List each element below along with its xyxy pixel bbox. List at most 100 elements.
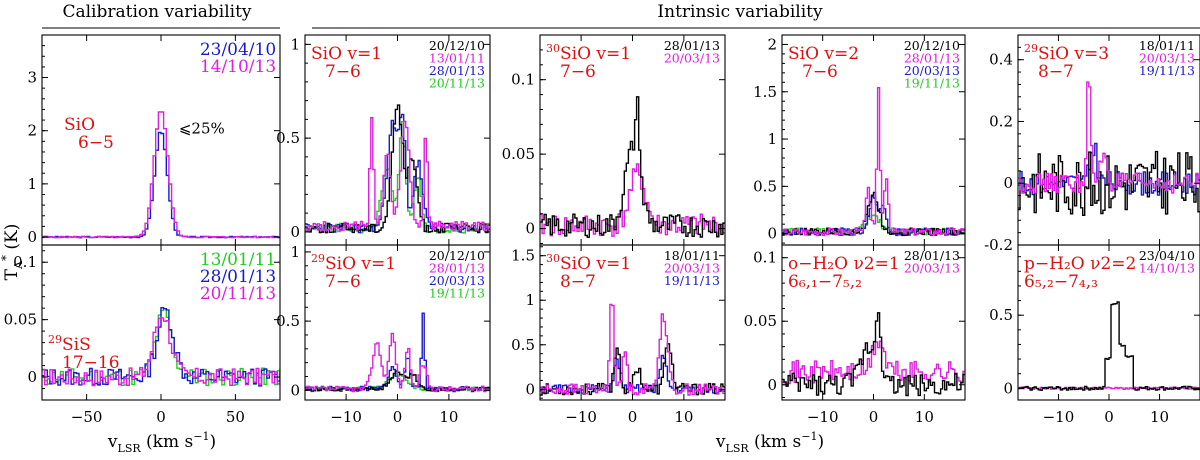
series-magenta-line (305, 332, 490, 393)
molecule-label: 30SiO v=1 (546, 252, 631, 274)
date-label: 20/03/13 (1139, 51, 1195, 66)
series-magenta-line (42, 317, 280, 387)
series-magenta-line (782, 340, 965, 385)
plot-area (305, 104, 490, 234)
date-label: 28/01/13 (429, 63, 485, 78)
date-label: 19/11/13 (664, 273, 720, 288)
x-tick-label: −50 (71, 408, 103, 426)
series-black-line (782, 312, 965, 397)
y-tick-label: 1 (27, 175, 37, 193)
date-label: 28/01/13 (200, 267, 276, 287)
y-tick-label: 0.5 (276, 312, 300, 330)
molecule-label: p−H₂O ν2=2 (1024, 254, 1136, 274)
transition-label: 7−6 (560, 62, 596, 82)
panel-p30: 0 0.5 1 1.5 2 SiO v=27−6 20/12/1028/01/1320/03… (753, 34, 966, 246)
y-tick-label: 3 (27, 69, 37, 87)
x-tick-label: 0 (156, 408, 166, 426)
x-axis-label-left: vLSR (km s−1) (107, 430, 216, 455)
date-label: 19/11/13 (1139, 63, 1195, 78)
transition-label: 17−16 (62, 353, 120, 373)
series-black-line (540, 96, 725, 238)
transition-label: 7−6 (325, 272, 361, 292)
date-label: 20/11/13 (429, 76, 485, 91)
date-label: 20/03/13 (429, 273, 485, 288)
molecule-label: 30SiO v=1 (546, 42, 631, 64)
y-tick-label: 1 (767, 130, 777, 148)
transition-label: 8−7 (560, 272, 596, 292)
date-label: 28/01/13 (664, 38, 720, 53)
date-label: 28/01/13 (904, 51, 960, 66)
series-blue-line (305, 113, 490, 234)
transition-label: 7−6 (325, 62, 361, 82)
panel-p21: 0 0.5 1 1.5 −10 0 10 30SiO v=18−7 18/01/1120/03/… (511, 244, 726, 426)
molecule-label: SiO v=1 (311, 44, 382, 64)
series-magenta-line (42, 111, 280, 239)
date-label: 20/03/13 (904, 261, 960, 276)
plot-area (305, 312, 490, 393)
date-label: 18/01/11 (1139, 38, 1195, 53)
transition-label: 6₆,₁−7₅,₂ (788, 272, 862, 292)
date-label: 20/12/10 (429, 38, 485, 53)
panel-p40: -0.2 0 0.2 0.4 29SiO v=38−7 18/01/1120/03/131… (984, 34, 1200, 254)
y-axis-label: TA* (K) (0, 224, 25, 281)
plot-area (42, 307, 280, 387)
y-tick-label: 0 (27, 368, 37, 386)
panel-p41: 0 0.5 −10 0 10 p−H₂O ν2=26₅,₂−7₄,₃ 23/04/1014/… (989, 244, 1200, 426)
series-black-line (1018, 150, 1200, 216)
date-label: 20/03/13 (664, 51, 720, 66)
x-tick-label: 10 (915, 408, 934, 426)
date-label: 20/03/13 (904, 63, 960, 78)
y-tick-label: 2 (27, 122, 37, 140)
x-tick-label: 50 (226, 408, 245, 426)
transition-label: 6−5 (78, 133, 114, 153)
y-tick-label: 1 (525, 291, 535, 309)
calibration-title: Calibration variability (62, 2, 251, 22)
series-magenta-line (782, 87, 965, 237)
x-tick-label: 0 (393, 408, 403, 426)
date-label: 13/01/11 (429, 51, 485, 66)
x-axis-label-center: vLSR (km s−1) (715, 430, 824, 455)
y-tick-label: 0 (525, 380, 535, 398)
plot-area (1018, 301, 1200, 391)
y-tick-label: 0 (290, 223, 300, 241)
intrinsic-title: Intrinsic variability (657, 2, 823, 22)
date-label: 14/10/13 (1139, 261, 1195, 276)
y-tick-label: -0.2 (984, 236, 1013, 254)
series-magenta-line (540, 303, 725, 396)
y-tick-label: 1 (290, 243, 300, 261)
date-label: 18/01/11 (664, 248, 720, 263)
date-label: 20/12/10 (429, 248, 485, 263)
transition-label: 8−7 (1038, 62, 1074, 82)
molecule-label: 29SiO v=1 (311, 252, 396, 274)
x-tick-label: −10 (807, 408, 839, 426)
y-tick-label: 1.5 (511, 247, 535, 265)
panels: 0123SiO6−523/04/1014/10/13⩽25%00.050.1−5… (4, 34, 1200, 426)
panel-p31: 0 0.05 0.1 −10 0 10 o−H₂O ν2=16₆,₁−7₅,₂ 28/01/1… (744, 244, 966, 426)
plot-area (782, 87, 965, 237)
transition-label: 6₅,₂−7₄,₃ (1024, 272, 1098, 292)
y-tick-label: 2 (767, 35, 777, 53)
y-tick-label: 0.5 (989, 306, 1013, 324)
x-tick-label: 0 (628, 408, 638, 426)
x-tick-label: 0 (1104, 408, 1114, 426)
date-label: 23/04/10 (200, 40, 276, 60)
y-tick-label: 0.5 (276, 129, 300, 147)
y-tick-label: 0.5 (511, 336, 535, 354)
date-label: 23/04/10 (1139, 248, 1195, 263)
molecule-label: 29SiO v=3 (1024, 42, 1109, 64)
date-label: 28/01/13 (904, 248, 960, 263)
y-tick-label: 0.05 (744, 312, 777, 330)
plot-area (540, 96, 725, 238)
y-tick-label: 0 (767, 225, 777, 243)
series-black-line (1018, 301, 1200, 391)
x-tick-label: 0 (869, 408, 879, 426)
series-black-line (782, 191, 965, 237)
panel-p11: 0 0.5 1 −10 0 10 29SiO v=17−6 20/12/1028/01/132… (276, 243, 491, 426)
y-tick-label: 0 (27, 228, 37, 246)
y-tick-label: 1 (290, 35, 300, 53)
series-green-line (305, 121, 490, 234)
date-label: 13/01/11 (200, 250, 276, 270)
y-tick-label: 0.05 (4, 311, 37, 329)
